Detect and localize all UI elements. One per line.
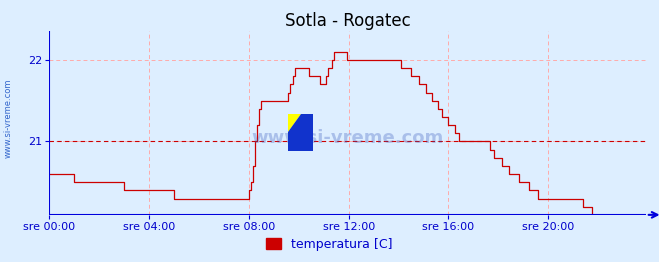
Text: www.si-vreme.com: www.si-vreme.com: [252, 129, 444, 147]
Title: Sotla - Rogatec: Sotla - Rogatec: [285, 12, 411, 30]
Legend: temperatura [C]: temperatura [C]: [261, 233, 398, 256]
Text: www.si-vreme.com: www.si-vreme.com: [3, 78, 13, 158]
